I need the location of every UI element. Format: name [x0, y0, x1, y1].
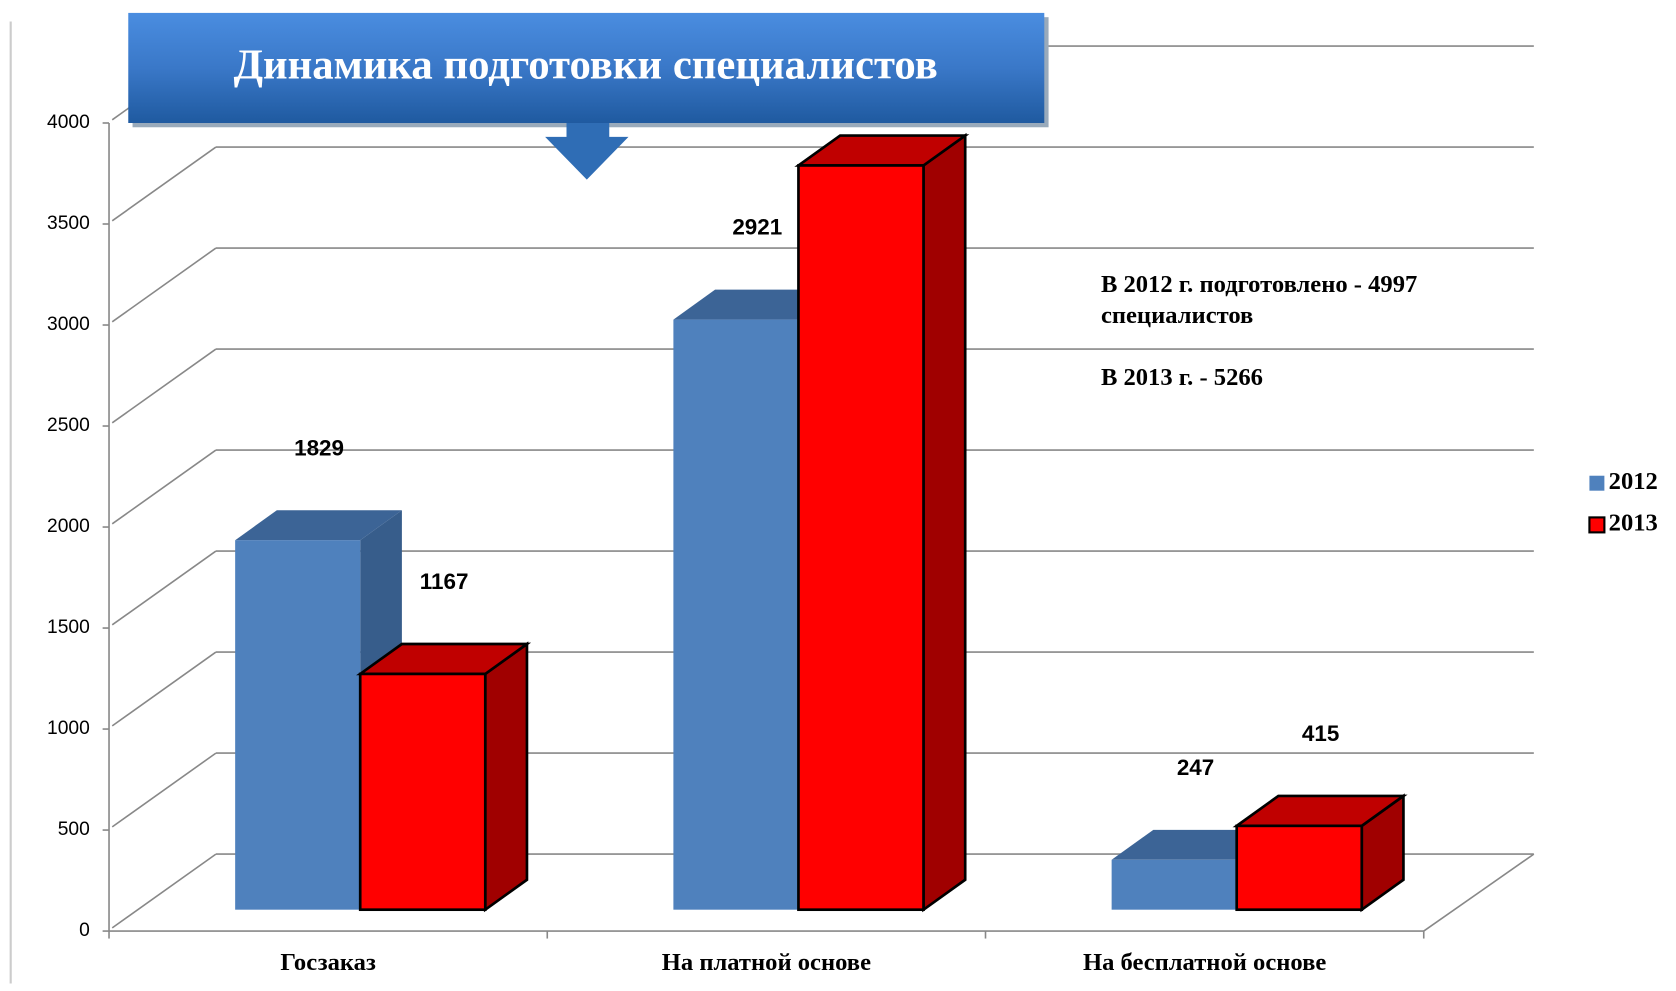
bar	[1232, 793, 1408, 913]
y-tick-label: 1500	[47, 617, 90, 638]
legend-label: 2012	[1609, 468, 1658, 495]
y-tick-label: 500	[58, 819, 90, 840]
y-tick-label: 1000	[47, 718, 90, 739]
legend-swatch	[1589, 475, 1605, 491]
y-tick-label: 4000	[47, 112, 90, 133]
bar-front	[235, 540, 361, 910]
legend-label: 2013	[1609, 510, 1658, 537]
y-tick-label: 3500	[47, 213, 90, 234]
bar-side	[922, 132, 967, 913]
bar-front	[797, 164, 925, 912]
annotation: В 2012 г. подготовлено - 4997	[1101, 271, 1417, 298]
x-tick-label: На бесплатной основе	[1083, 949, 1326, 976]
bar-front	[1235, 824, 1364, 912]
title-box	[128, 12, 1045, 123]
x-tick-label: На платной основе	[662, 949, 871, 976]
y-tick-label: 2000	[47, 516, 90, 537]
y-tick-label: 3000	[47, 314, 90, 335]
data-label: 1829	[294, 435, 344, 460]
grid-line	[111, 146, 217, 222]
floor-edge	[1423, 853, 1535, 932]
annotation: специалистов	[1101, 302, 1253, 329]
bar-top	[235, 510, 402, 541]
grid-line	[111, 348, 217, 424]
bar-front	[1111, 859, 1237, 910]
x-tick-label: Госзаказ	[280, 949, 376, 976]
bar	[794, 132, 970, 913]
data-label: 1167	[420, 569, 469, 594]
bar-front	[673, 319, 799, 910]
chart-title: Динамика подготовки специалистов	[234, 41, 938, 88]
y-tick-label: 2500	[47, 415, 90, 436]
bar	[356, 641, 532, 913]
bar-side	[483, 641, 529, 913]
grid-line	[111, 449, 217, 525]
grid-line	[111, 550, 217, 626]
y-tick-label: 0	[79, 920, 90, 941]
grid-line	[111, 752, 217, 828]
legend-swatch	[1588, 516, 1606, 534]
data-label: 2921	[732, 215, 782, 240]
grid-line	[111, 651, 217, 727]
grid-line	[111, 853, 217, 929]
grid-line	[111, 247, 217, 323]
data-label: 415	[1302, 721, 1339, 746]
data-label: 247	[1177, 755, 1214, 780]
title-arrow	[545, 122, 629, 180]
bar-front	[358, 672, 487, 912]
annotation: В 2013 г. - 5266	[1101, 364, 1263, 391]
